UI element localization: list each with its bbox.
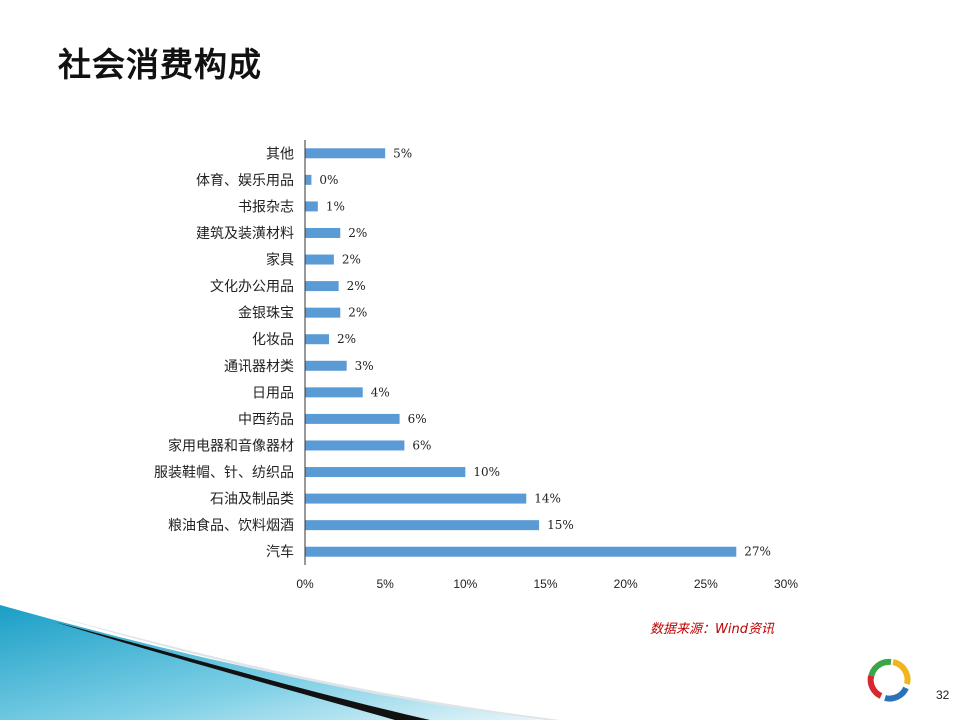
category-label: 建筑及装潢材料 bbox=[196, 226, 294, 242]
slide-title: 社会消费构成 bbox=[58, 45, 262, 84]
data-label: 2% bbox=[337, 332, 356, 346]
bar bbox=[305, 360, 347, 371]
data-label: 2% bbox=[347, 279, 366, 293]
data-label: 0% bbox=[319, 173, 338, 187]
corner-wave-shape bbox=[0, 605, 540, 720]
category-label: 服装鞋帽、针、纺织品 bbox=[154, 465, 294, 481]
category-label: 汽车 bbox=[266, 544, 294, 561]
bar bbox=[305, 227, 341, 238]
bar bbox=[305, 201, 318, 212]
data-label: 4% bbox=[371, 385, 390, 399]
x-tick-label: 30% bbox=[774, 577, 798, 591]
bar bbox=[305, 281, 339, 292]
data-label: 2% bbox=[342, 253, 361, 267]
data-label: 10% bbox=[473, 465, 500, 479]
category-label: 体育、娱乐用品 bbox=[196, 173, 294, 189]
x-tick-label: 15% bbox=[533, 577, 557, 591]
category-label: 家用电器和音像器材 bbox=[168, 437, 294, 454]
logo-rings-icon bbox=[867, 658, 911, 702]
category-label: 家具 bbox=[266, 252, 294, 269]
x-tick-label: 20% bbox=[614, 577, 638, 591]
category-label: 石油及制品类 bbox=[210, 492, 294, 508]
bar bbox=[305, 254, 334, 265]
x-tick-label: 10% bbox=[453, 577, 477, 591]
category-label: 书报杂志 bbox=[238, 199, 294, 215]
category-label: 化妆品 bbox=[252, 332, 294, 348]
x-tick-label: 5% bbox=[376, 577, 394, 591]
data-label: 2% bbox=[348, 306, 367, 320]
data-label: 27% bbox=[744, 545, 771, 559]
bars-group bbox=[305, 148, 737, 557]
data-label: 5% bbox=[393, 146, 412, 160]
data-label: 6% bbox=[412, 438, 431, 452]
category-label: 文化办公用品 bbox=[210, 279, 294, 295]
bar bbox=[305, 387, 363, 398]
data-label: 15% bbox=[547, 518, 574, 532]
x-ticks-group: 0% 5% 10% 15% 20% 25% 30% bbox=[296, 577, 798, 591]
x-tick-label: 25% bbox=[694, 577, 718, 591]
bar bbox=[305, 493, 527, 504]
data-label: 3% bbox=[355, 359, 374, 373]
bar bbox=[305, 334, 330, 345]
bar bbox=[305, 546, 737, 557]
bar bbox=[305, 174, 312, 185]
category-labels-group: 其他体育、娱乐用品书报杂志建筑及装潢材料家具文化办公用品金银珠宝化妆品通讯器材类… bbox=[154, 146, 294, 560]
data-label: 1% bbox=[326, 199, 345, 213]
category-label: 金银珠宝 bbox=[238, 306, 294, 322]
category-label: 粮油食品、饮料烟酒 bbox=[168, 517, 294, 534]
bar bbox=[305, 467, 466, 478]
category-label: 中西药品 bbox=[238, 412, 294, 428]
data-label: 6% bbox=[408, 412, 427, 426]
bar bbox=[305, 520, 540, 531]
category-label: 其他 bbox=[266, 146, 294, 162]
bar bbox=[305, 440, 405, 451]
data-source-note: 数据来源：Wind资讯 bbox=[650, 622, 774, 637]
bar bbox=[305, 307, 341, 318]
category-label: 通讯器材类 bbox=[224, 359, 294, 375]
x-tick-label: 0% bbox=[296, 577, 314, 591]
page-number: 32 bbox=[936, 688, 950, 702]
data-labels-group: 5%0%1%2%2%2%2%2%3%4%6%6%10%14%15%27% bbox=[319, 146, 771, 558]
data-label: 14% bbox=[534, 492, 561, 506]
bar bbox=[305, 148, 386, 159]
bar bbox=[305, 413, 400, 424]
data-label: 2% bbox=[348, 226, 367, 240]
category-label: 日用品 bbox=[252, 385, 294, 401]
